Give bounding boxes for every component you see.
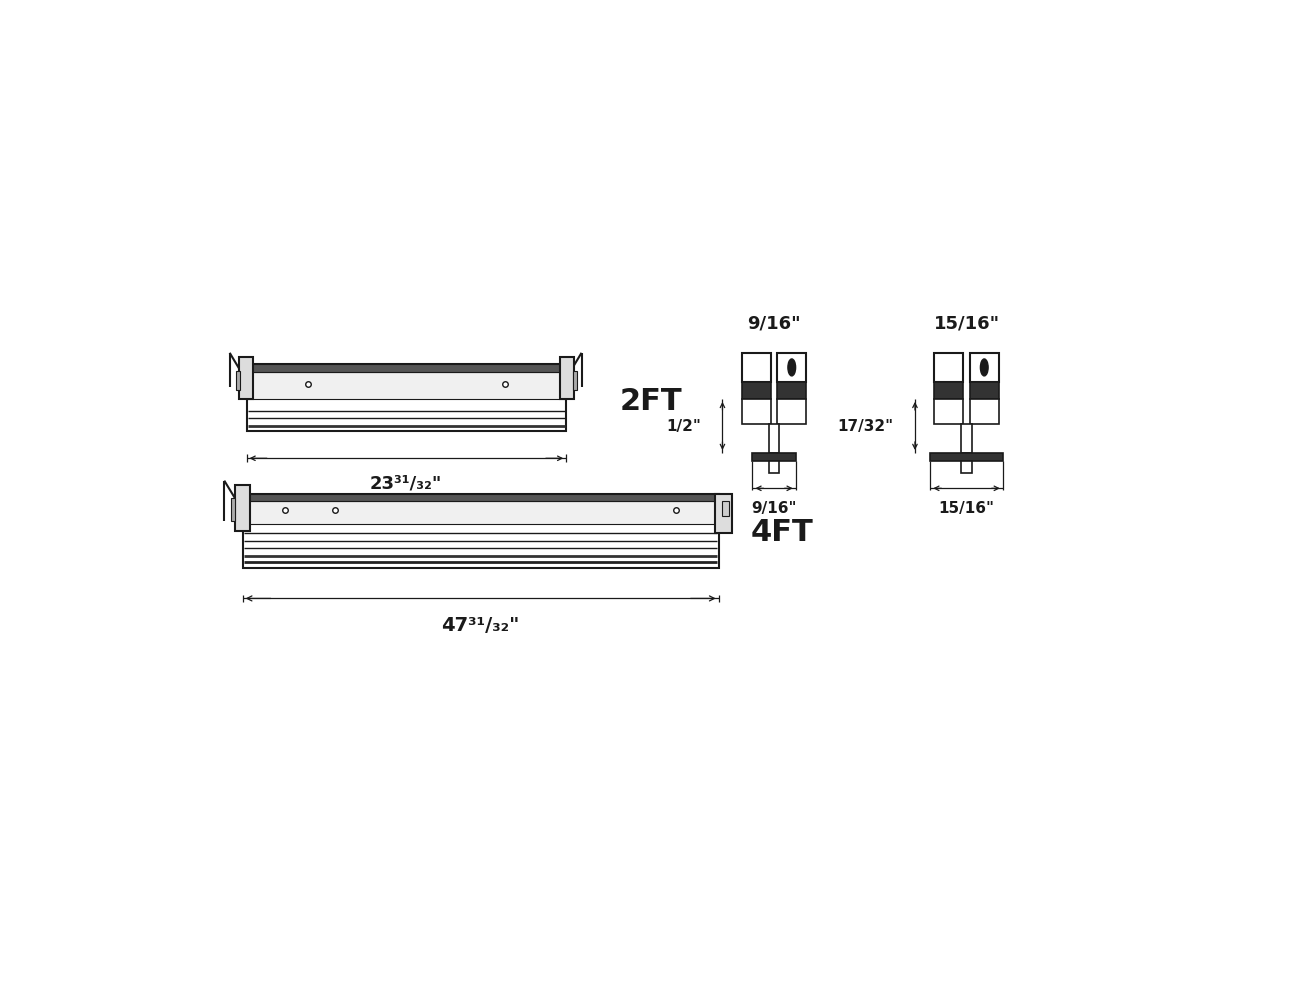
Bar [742,399,771,424]
Bar [768,424,780,453]
Bar [935,353,963,383]
Bar [970,399,998,424]
Bar [243,494,719,502]
Bar [239,357,252,399]
Bar [715,494,732,534]
Bar [235,485,251,532]
Bar [777,353,806,383]
Text: 17/32": 17/32" [837,419,893,434]
Bar [573,371,577,390]
Text: 23³¹/₃₂": 23³¹/₃₂" [369,474,442,492]
Bar [961,424,972,453]
Text: 9/16": 9/16" [751,500,797,516]
Ellipse shape [980,360,988,376]
Bar [931,453,1002,461]
Bar [970,383,998,399]
Ellipse shape [788,360,796,376]
Text: 15/16": 15/16" [939,500,995,516]
Bar [742,383,771,399]
Bar [753,453,796,461]
Bar [935,383,963,399]
Text: 4FT: 4FT [751,518,814,547]
Bar [723,502,728,517]
Bar [777,399,806,424]
Bar [961,461,972,473]
Text: 9/16": 9/16" [747,314,801,332]
Bar [247,365,567,373]
Bar [742,353,771,383]
Bar [231,498,235,522]
Bar [243,494,719,568]
Circle shape [982,365,987,371]
Bar [235,371,239,390]
Circle shape [789,365,794,371]
Bar [935,399,963,424]
Bar [247,373,567,399]
Bar [777,383,806,399]
Bar [247,365,567,432]
Text: 15/16": 15/16" [933,314,1000,332]
Bar [970,353,998,383]
Bar [768,461,780,473]
Text: 47³¹/₃₂": 47³¹/₃₂" [442,616,520,635]
Bar [560,357,573,399]
Text: 1/2": 1/2" [666,419,701,434]
Bar [243,502,719,525]
Text: 2FT: 2FT [620,386,683,415]
